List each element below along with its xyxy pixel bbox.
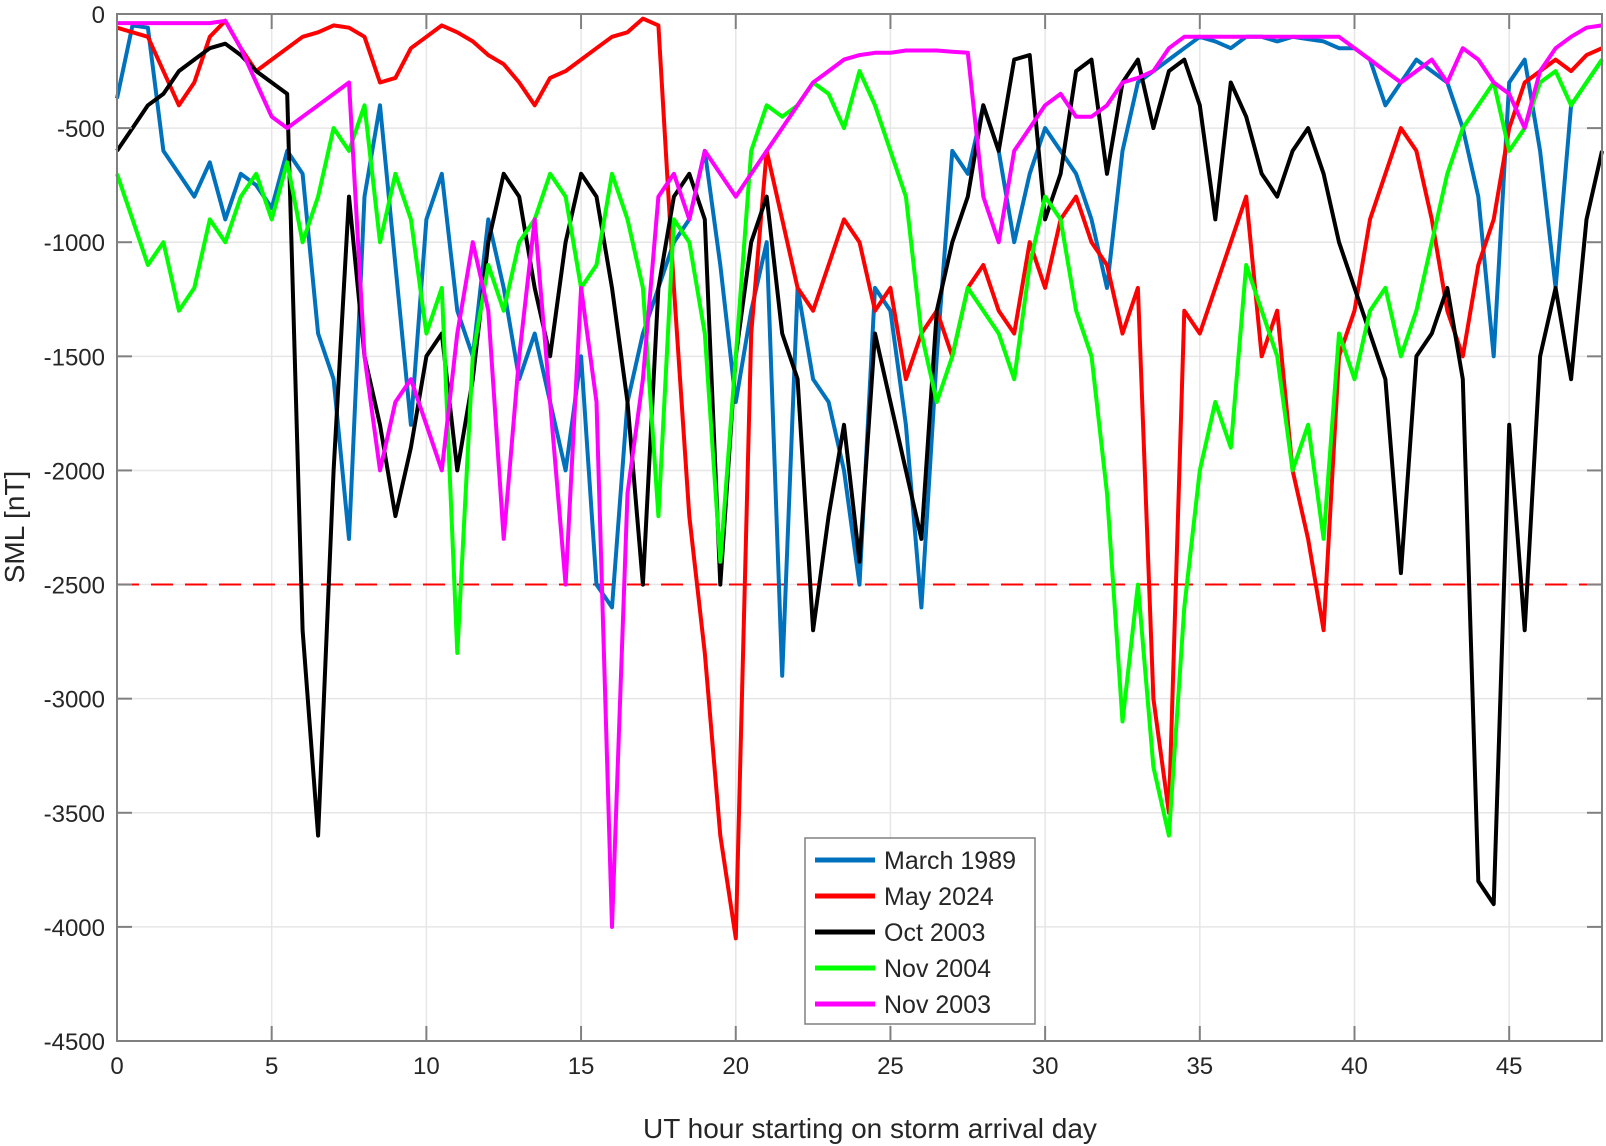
y-tick-label: -1500 [44,344,105,371]
legend-label: Nov 2004 [884,955,991,983]
axis-ticks [116,13,1602,1042]
plot-area-border [116,13,1603,1042]
series-may-2024 [116,16,1603,941]
series-nov-2004 [115,58,1604,838]
legend-label: Oct 2003 [884,919,985,947]
legend-items: March 1989 May 2024 Oct 2003 Nov 2004 Nov 20… [815,847,1016,1019]
legend-label: Nov 2003 [884,991,991,1019]
data-series [115,16,1604,941]
x-tick-label: 5 [265,1053,278,1080]
x-tick-label: 10 [413,1053,440,1080]
y-tick-label: -3500 [44,801,105,828]
x-tick-label: 25 [877,1053,904,1080]
y-tick-label: 0 [92,2,105,29]
y-tick-label: -3000 [44,687,105,714]
y-tick-label: -1000 [44,230,105,257]
legend-label: May 2024 [884,883,994,911]
legend-label: March 1989 [884,847,1016,875]
x-tick-labels: 0 5 10 15 20 25 30 35 40 45 [110,1053,1522,1080]
x-tick-label: 35 [1186,1053,1213,1080]
x-tick-label: 15 [568,1053,595,1080]
y-tick-label: -2000 [44,458,105,485]
x-tick-label: 40 [1341,1053,1368,1080]
x-axis-title: UT hour starting on storm arrival day [643,1113,1097,1144]
x-tick-label: 30 [1032,1053,1059,1080]
y-tick-label: -500 [57,116,105,143]
x-tick-label: 0 [110,1053,123,1080]
y-tick-label: -4000 [44,915,105,942]
y-axis-title: SML [nT] [0,471,30,584]
x-tick-label: 45 [1496,1053,1523,1080]
y-tick-labels: 0 -500 -1000 -1500 -2000 -2500 -3000 -3500 -4000… [44,2,105,1056]
y-tick-label: -2500 [44,573,105,600]
series-nov-2003 [117,18,1603,929]
y-tick-label: -4500 [44,1029,105,1056]
series-oct-2003 [115,41,1604,907]
legend: March 1989 May 2024 Oct 2003 Nov 2004 Nov 20… [804,837,1036,1025]
x-tick-label: 20 [722,1053,749,1080]
